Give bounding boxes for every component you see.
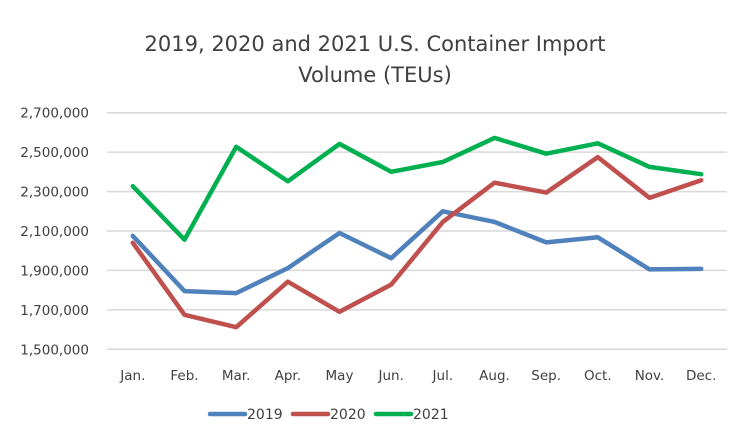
x-tick-label: Nov. <box>635 368 665 384</box>
y-tick-label: 1,700,000 <box>20 303 89 319</box>
y-tick-label: 2,100,000 <box>20 224 89 240</box>
y-tick-label: 2,300,000 <box>20 185 89 201</box>
series-line-2019 <box>130 209 704 296</box>
series-line-2021 <box>130 135 704 242</box>
y-tick-label: 2,700,000 <box>20 106 89 122</box>
x-tick-label: Feb. <box>170 368 198 384</box>
legend: 2019 2020 2021 <box>207 407 449 423</box>
x-axis-tick-labels: Jan. Feb. Mar. Apr. May Jun. Jul. Aug. Sep. Oct. N… <box>119 368 716 384</box>
y-axis-tick-labels: 1,500,000 1,700,000 1,900,000 2,100,000 2,30… <box>20 106 89 359</box>
legend-item-2020: 2020 <box>290 407 366 423</box>
chart-title-line-2: Volume (TEUs) <box>298 63 452 87</box>
x-tick-label: Mar. <box>222 368 251 384</box>
series-line-2020 <box>130 154 704 330</box>
y-tick-label: 1,900,000 <box>20 263 89 279</box>
legend-item-2021: 2021 <box>373 407 449 423</box>
legend-label: 2019 <box>247 407 283 423</box>
x-tick-label: Jan. <box>119 368 145 384</box>
series-lines <box>130 135 704 330</box>
y-tick-label: 1,500,000 <box>20 342 89 358</box>
y-tick-label: 2,500,000 <box>20 145 89 161</box>
legend-label: 2020 <box>330 407 366 423</box>
chart-title-line-1: 2019, 2020 and 2021 U.S. Container Impor… <box>145 32 606 56</box>
gridlines <box>107 111 727 351</box>
x-tick-label: Apr. <box>275 368 301 384</box>
x-tick-label: May <box>326 368 354 384</box>
legend-label: 2021 <box>413 407 449 423</box>
x-tick-label: Dec. <box>686 368 716 384</box>
x-tick-label: Jun. <box>377 368 403 384</box>
x-tick-label: Sep. <box>531 368 561 384</box>
chart-title: 2019, 2020 and 2021 U.S. Container Impor… <box>145 32 606 87</box>
legend-item-2019: 2019 <box>207 407 283 423</box>
x-tick-label: Aug. <box>479 368 510 384</box>
x-tick-label: Oct. <box>584 368 612 384</box>
x-tick-label: Jul. <box>432 368 454 384</box>
